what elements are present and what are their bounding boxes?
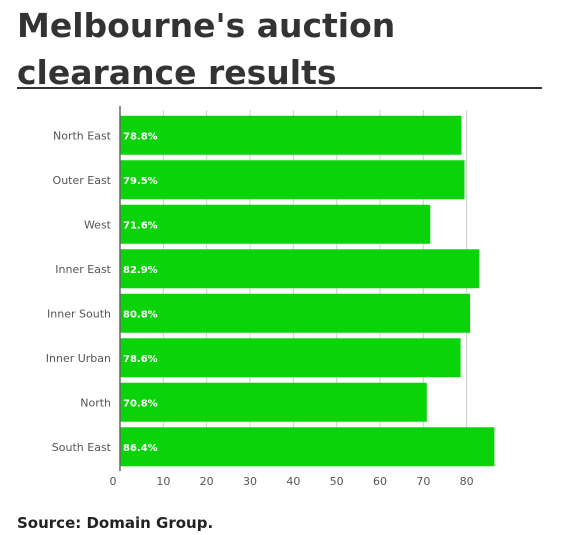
source-note: Source: Domain Group. bbox=[17, 514, 214, 532]
category-label: Inner East bbox=[55, 263, 111, 276]
x-tick-label: 10 bbox=[156, 475, 170, 488]
bar bbox=[120, 427, 495, 467]
data-label: 82.9% bbox=[123, 265, 158, 276]
data-label: 80.8% bbox=[123, 309, 158, 320]
x-tick-label: 60 bbox=[373, 475, 387, 488]
category-label: Outer East bbox=[53, 174, 112, 187]
bar bbox=[120, 293, 471, 333]
category-label: North East bbox=[53, 129, 112, 142]
category-label: Inner South bbox=[47, 307, 111, 320]
x-tick-label: 30 bbox=[243, 475, 257, 488]
data-labels: 78.8% 79.5% 71.6% 82.9% 80.8% 78.6% 70.8% 86.4% bbox=[123, 131, 158, 454]
category-label: South East bbox=[52, 441, 112, 454]
bar bbox=[120, 249, 480, 289]
data-label: 86.4% bbox=[123, 443, 158, 454]
category-label: North bbox=[80, 396, 111, 409]
bar bbox=[120, 338, 461, 378]
title-divider bbox=[17, 87, 542, 89]
x-tick-label: 0 bbox=[110, 475, 117, 488]
bar-chart: North East Outer East West Inner East Inner … bbox=[46, 106, 495, 488]
bar bbox=[120, 115, 462, 155]
chart-title: Melbourne's auction clearance results bbox=[17, 6, 396, 92]
x-tick-label: 70 bbox=[416, 475, 430, 488]
bar bbox=[120, 160, 465, 200]
x-tick-label: 80 bbox=[460, 475, 474, 488]
x-tick-label: 50 bbox=[330, 475, 344, 488]
tick-labels: 0 10 20 30 40 50 60 70 80 bbox=[110, 475, 474, 488]
bar bbox=[120, 382, 427, 422]
category-label: Inner Urban bbox=[46, 352, 111, 365]
data-label: 70.8% bbox=[123, 398, 158, 409]
category-labels: North East Outer East West Inner East Inner … bbox=[46, 129, 112, 454]
data-label: 79.5% bbox=[123, 176, 158, 187]
data-label: 78.8% bbox=[123, 131, 158, 142]
category-label: West bbox=[84, 218, 112, 231]
bars bbox=[120, 115, 495, 467]
data-label: 78.6% bbox=[123, 354, 158, 365]
x-tick-label: 40 bbox=[286, 475, 300, 488]
data-label: 71.6% bbox=[123, 220, 158, 231]
bar bbox=[120, 204, 431, 244]
x-tick-label: 20 bbox=[200, 475, 214, 488]
